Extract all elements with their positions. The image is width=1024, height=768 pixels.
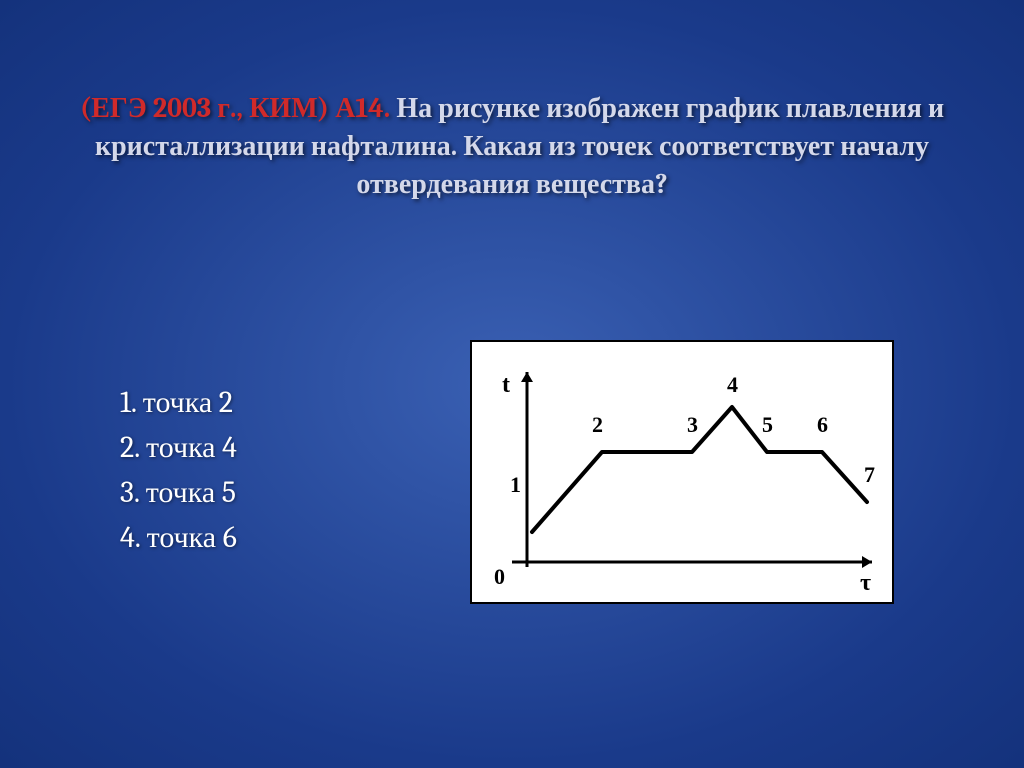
svg-text:t: t — [502, 372, 510, 398]
svg-text:τ: τ — [860, 570, 871, 596]
svg-text:1: 1 — [510, 472, 521, 497]
answer-option: 1. точка 2 — [120, 380, 237, 425]
answer-options: 1. точка 2 2. точка 4 3. точка 5 4. точк… — [120, 380, 237, 560]
chart-container: 1 2 3 45 6 7 t τ 0 — [470, 340, 894, 604]
answer-option: 4. точка 6 — [120, 515, 237, 560]
svg-text:3: 3 — [687, 412, 698, 437]
title-accent: (ЕГЭ 2003 г., КИМ) А14. — [80, 92, 390, 124]
svg-text:0: 0 — [494, 564, 505, 589]
svg-text:6: 6 — [817, 412, 828, 437]
answer-option: 3. точка 5 — [120, 470, 237, 515]
svg-text:5: 5 — [762, 412, 773, 437]
answer-option: 2. точка 4 — [120, 425, 237, 470]
chart: 1 2 3 45 6 7 t τ 0 — [472, 342, 892, 602]
slide: (ЕГЭ 2003 г., КИМ) А14. На рисунке изобр… — [0, 0, 1024, 768]
svg-text:7: 7 — [864, 462, 875, 487]
question-title: (ЕГЭ 2003 г., КИМ) А14. На рисунке изобр… — [60, 90, 964, 203]
svg-text:4: 4 — [727, 372, 738, 397]
svg-text:2: 2 — [592, 412, 603, 437]
